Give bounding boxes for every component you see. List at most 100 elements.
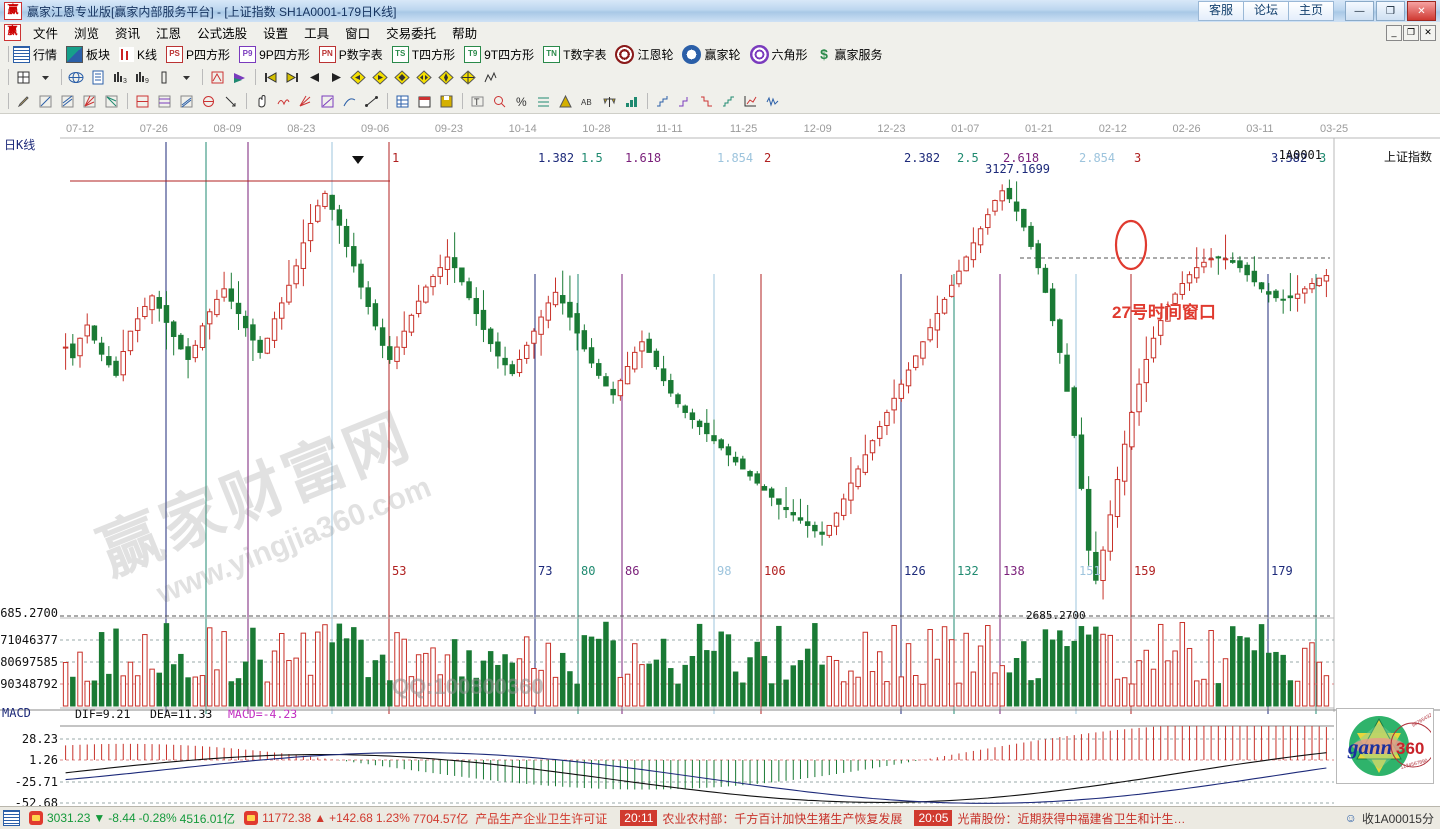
calendar-icon[interactable] [414, 91, 434, 111]
steps-icon[interactable] [718, 91, 738, 111]
menu-item-trade[interactable]: 交易委托 [386, 27, 437, 41]
diamond-fill-icon[interactable] [392, 67, 412, 87]
volume-series [62, 621, 1330, 707]
candle-body [1100, 549, 1106, 581]
first-page-icon[interactable] [260, 67, 280, 87]
regression-icon[interactable] [317, 91, 337, 111]
arrow-tool-icon[interactable] [220, 91, 240, 111]
menu-item-browse[interactable]: 浏览 [74, 27, 100, 41]
dropdown-caret2-icon[interactable] [176, 67, 196, 87]
grid-icon[interactable] [392, 91, 412, 111]
search-icon[interactable] [489, 91, 509, 111]
last-page-icon[interactable] [282, 67, 302, 87]
toolbar-p-number-table[interactable]: PN P数字表 [318, 45, 383, 63]
diamond-move-icon[interactable] [458, 67, 478, 87]
news-text-1[interactable]: 农业农村部：千方百计加快生猪生产恢复发展 [662, 811, 903, 826]
menu-item-news[interactable]: 资讯 [115, 27, 141, 41]
diamond-expand-icon[interactable] [414, 67, 434, 87]
segment-icon[interactable] [361, 91, 381, 111]
toolbar-sector[interactable]: 板块 [66, 45, 110, 63]
percent-scale-icon[interactable] [154, 91, 174, 111]
gold-icon[interactable] [555, 91, 575, 111]
zigzag-icon[interactable] [480, 67, 500, 87]
kline3-icon[interactable]: 3 [110, 67, 130, 87]
gann-box-icon[interactable] [132, 91, 152, 111]
cycle-icon[interactable] [198, 91, 218, 111]
menu-item-window[interactable]: 窗口 [345, 27, 371, 41]
minimize-button[interactable]: — [1345, 1, 1374, 21]
kline9-icon[interactable]: 9 [132, 67, 152, 87]
menu-item-gann[interactable]: 江恩 [156, 27, 182, 41]
volume-bar [459, 676, 465, 707]
fib-icon[interactable] [533, 91, 553, 111]
next-icon[interactable] [326, 67, 346, 87]
curve-icon[interactable] [339, 91, 359, 111]
balance-icon[interactable] [599, 91, 619, 111]
chart-canvas[interactable]: 07-12 07-26 08-09 08-23 09-06 09-23 10-14 10-28… [0, 114, 1440, 808]
gann-fan-icon[interactable] [101, 91, 121, 111]
percent-icon[interactable]: % [511, 91, 531, 111]
ladder-up-icon[interactable] [652, 91, 672, 111]
window-title: 赢家江恩专业版[赢家内部服务平台] - [上证指数 SH1A0001-179日K… [27, 4, 397, 19]
toolbar-9p-square[interactable]: P9 9P四方形 [239, 45, 310, 63]
colorbars-icon[interactable] [229, 67, 249, 87]
menu-item-tools[interactable]: 工具 [304, 27, 330, 41]
axis-tick-label: 271046377 [0, 633, 58, 647]
menu-item-settings[interactable]: 设置 [263, 27, 289, 41]
hand-icon[interactable] [251, 91, 271, 111]
customer-service-button[interactable]: 客服 [1198, 1, 1244, 21]
toolbar-hexagon[interactable]: 六角形 [749, 44, 808, 64]
volume-bar [833, 659, 840, 707]
toolbar-kline[interactable]: K线 [119, 46, 157, 63]
trend-up-icon[interactable] [35, 91, 55, 111]
chart-area[interactable]: 07-12 07-26 08-09 08-23 09-06 09-23 10-14 10-28… [0, 113, 1440, 808]
text-icon[interactable]: T [467, 91, 487, 111]
toolbar-quotes[interactable]: 行情 [13, 45, 57, 63]
volume-bar [884, 681, 890, 707]
arrow-right-diamond-icon[interactable] [370, 67, 390, 87]
dropdown-caret-icon[interactable] [35, 67, 55, 87]
calendar-period-icon[interactable] [13, 67, 33, 87]
toolbar-t-square[interactable]: TS T四方形 [391, 45, 455, 63]
menu-item-formula-screen[interactable]: 公式选股 [197, 27, 248, 41]
scale-icon[interactable] [621, 91, 641, 111]
waveform-icon[interactable] [762, 91, 782, 111]
stairs-icon[interactable] [740, 91, 760, 111]
speed-icon[interactable] [295, 91, 315, 111]
vertical-bar-icon[interactable] [154, 67, 174, 87]
date-axis-tick: 10-14 [509, 123, 537, 135]
fan-icon[interactable] [79, 91, 99, 111]
ladder-down-icon[interactable] [696, 91, 716, 111]
homepage-button[interactable]: 主页 [1288, 1, 1334, 21]
pencil-icon[interactable] [13, 91, 33, 111]
quotes-status-icon[interactable] [3, 810, 20, 826]
volume-bar [1114, 678, 1121, 707]
mdi-restore-button[interactable]: ❐ [1403, 24, 1419, 41]
menu-item-help[interactable]: 帮助 [452, 27, 478, 41]
formula-icon[interactable] [207, 67, 227, 87]
toolbar-t-number-table[interactable]: TN T数字表 [543, 45, 606, 63]
menu-item-file[interactable]: 文件 [33, 27, 59, 41]
channel-icon[interactable] [176, 91, 196, 111]
ladder-step-icon[interactable] [674, 91, 694, 111]
maximize-button[interactable]: ❐ [1376, 1, 1405, 21]
ab-icon[interactable]: AB [577, 91, 597, 111]
mdi-close-button[interactable]: ✕ [1420, 24, 1436, 41]
document-icon[interactable] [88, 67, 108, 87]
toolbar-winner-wheel[interactable]: 赢家轮 [682, 44, 741, 64]
wave-icon[interactable] [273, 91, 293, 111]
forum-button[interactable]: 论坛 [1243, 1, 1289, 21]
toolbar-9t-square[interactable]: T9 9T四方形 [464, 45, 534, 63]
toolbar-gann-wheel[interactable]: 江恩轮 [615, 44, 673, 64]
toolbar-p-square[interactable]: PS P四方形 [166, 45, 230, 63]
mdi-minimize-button[interactable]: _ [1386, 24, 1402, 41]
diamond-cross-icon[interactable] [436, 67, 456, 87]
arrow-left-diamond-icon[interactable] [348, 67, 368, 87]
prev-icon[interactable] [304, 67, 324, 87]
close-button[interactable]: ✕ [1407, 1, 1436, 21]
trend-parallel-icon[interactable] [57, 91, 77, 111]
save-icon[interactable] [436, 91, 456, 111]
toolbar-winner-service[interactable]: $ 赢家服务 [817, 46, 882, 63]
network-icon[interactable] [66, 67, 86, 87]
news-text-2[interactable]: 光莆股份：近期获得中福建省卫生和计生… [957, 811, 1186, 826]
